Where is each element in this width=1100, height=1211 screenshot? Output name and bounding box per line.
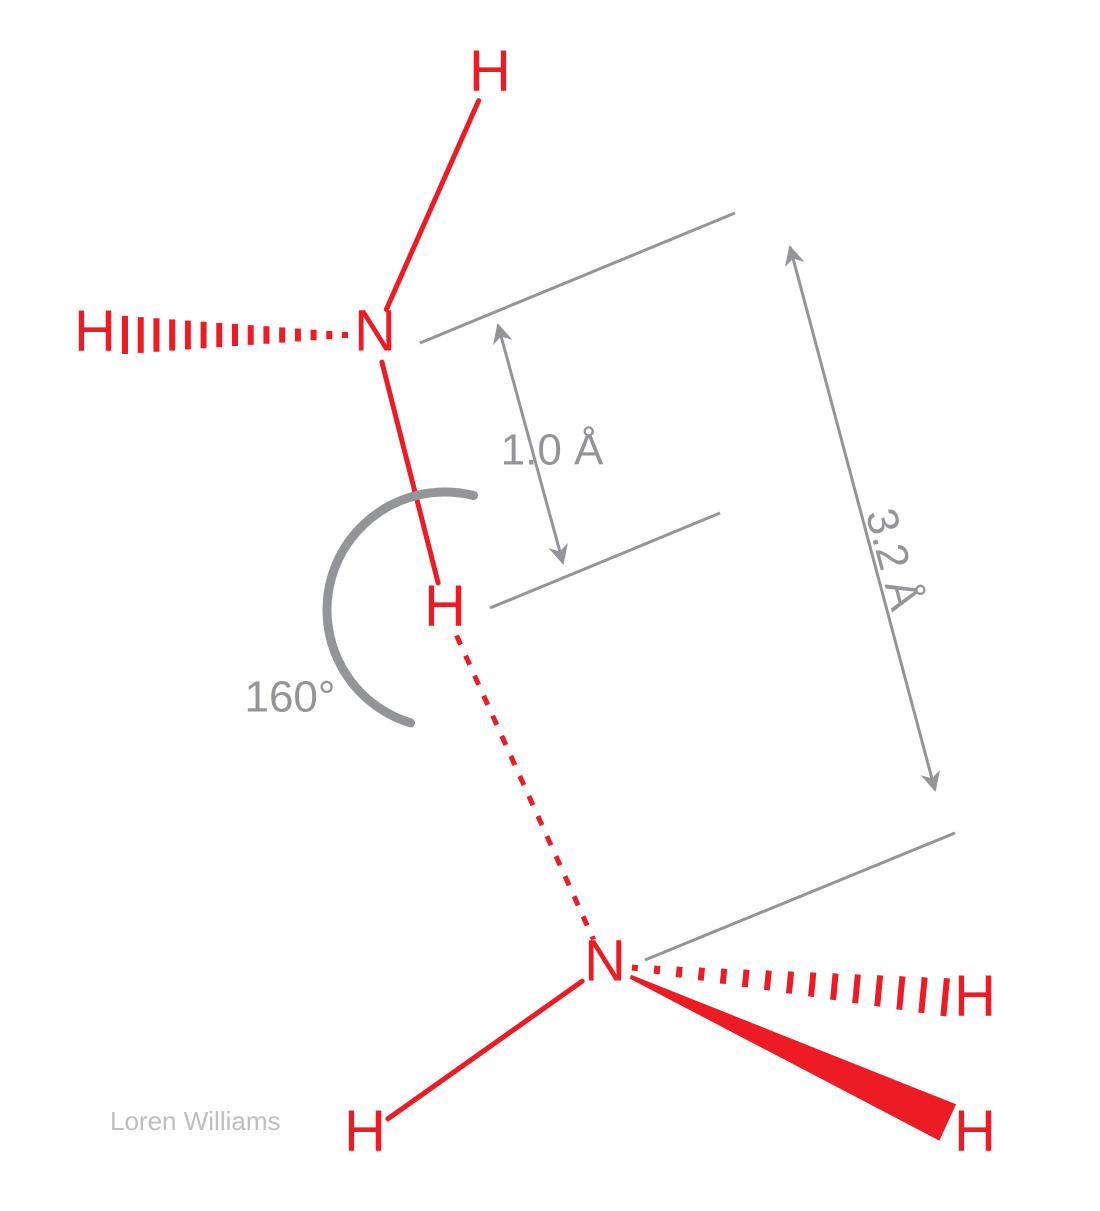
label-3A: 3.2 Å xyxy=(856,503,930,616)
atom-H1a: H xyxy=(469,38,511,103)
guide-mid xyxy=(490,513,720,608)
atom-N1: N xyxy=(354,298,396,363)
bond-N1-H1c xyxy=(382,362,438,583)
label-1A: 1.0 Å xyxy=(501,426,604,475)
atom-H2c: H xyxy=(954,1098,996,1163)
atom-H1c: H xyxy=(424,573,466,638)
bond-N2-H2a xyxy=(388,981,582,1119)
guide-top xyxy=(420,213,735,343)
atom-H1b: H xyxy=(74,298,116,363)
hash-bond-N1-H1b xyxy=(125,316,345,354)
credit: Loren Williams xyxy=(110,1106,281,1136)
bond-N1-H1a xyxy=(386,101,478,310)
hbond-H1c-N2 xyxy=(457,636,594,940)
wedge-bond-N2-H2c xyxy=(630,975,956,1141)
atom-N2: N xyxy=(584,928,626,993)
hash-bond-N2-H2b xyxy=(635,965,947,1016)
atom-H2a: H xyxy=(344,1098,386,1163)
label-angle: 160° xyxy=(244,673,335,722)
guide-bot xyxy=(645,833,955,960)
atom-H2b: H xyxy=(954,963,996,1028)
